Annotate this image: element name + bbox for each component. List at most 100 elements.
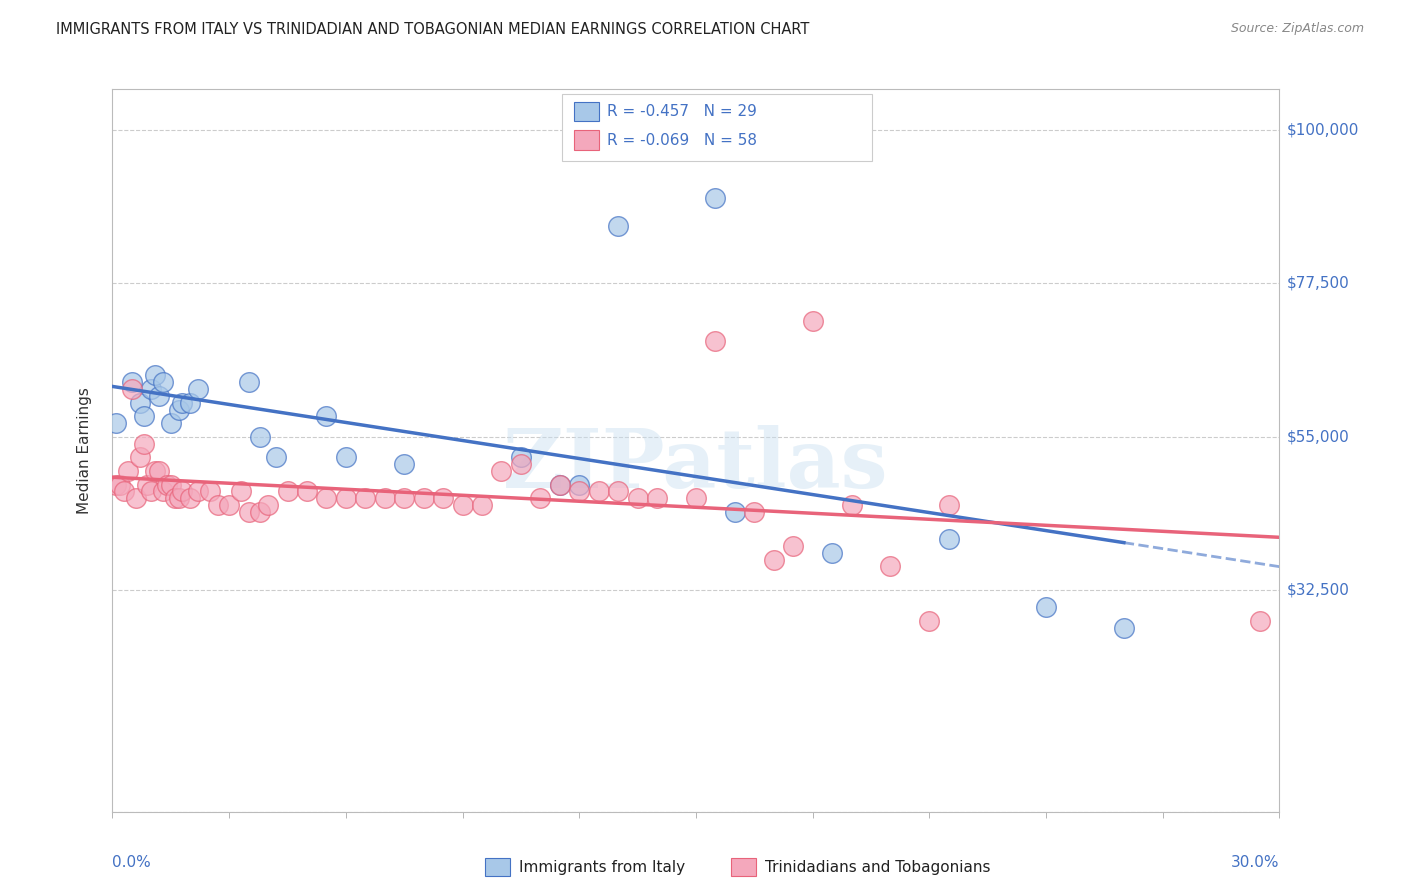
Point	[105, 416, 128, 430]
Point	[249, 505, 271, 519]
Point	[172, 396, 194, 410]
Point	[172, 484, 194, 499]
Point	[276, 484, 298, 499]
Point	[607, 484, 630, 499]
Point	[394, 457, 416, 471]
Point	[704, 334, 727, 349]
Point	[841, 498, 863, 512]
Point	[1249, 614, 1271, 628]
Point	[451, 498, 474, 512]
Point	[141, 484, 163, 499]
Text: Trinidadians and Tobagonians: Trinidadians and Tobagonians	[765, 860, 990, 874]
Point	[132, 409, 155, 424]
Point	[938, 498, 960, 512]
Point	[568, 484, 591, 499]
Point	[143, 368, 166, 383]
Point	[801, 314, 824, 328]
Point	[167, 402, 190, 417]
Text: $100,000: $100,000	[1286, 122, 1358, 137]
Point	[568, 477, 591, 491]
Point	[704, 191, 727, 205]
Text: $32,500: $32,500	[1286, 582, 1350, 598]
Point	[588, 484, 610, 499]
Point	[607, 219, 630, 233]
Point	[160, 477, 183, 491]
Point	[471, 498, 494, 512]
Point	[110, 477, 132, 491]
Text: Source: ZipAtlas.com: Source: ZipAtlas.com	[1230, 22, 1364, 36]
Point	[143, 464, 166, 478]
Text: 0.0%: 0.0%	[112, 855, 152, 870]
Point	[394, 491, 416, 505]
Point	[207, 498, 229, 512]
Point	[315, 491, 337, 505]
Point	[724, 505, 747, 519]
Point	[112, 484, 135, 499]
Point	[1112, 621, 1135, 635]
Point	[238, 376, 260, 390]
Point	[762, 552, 785, 566]
Text: $55,000: $55,000	[1286, 429, 1350, 444]
Point	[179, 396, 201, 410]
Text: $77,500: $77,500	[1286, 276, 1350, 291]
Point	[1035, 600, 1057, 615]
Point	[198, 484, 221, 499]
Text: IMMIGRANTS FROM ITALY VS TRINIDADIAN AND TOBAGONIAN MEDIAN EARNINGS CORRELATION : IMMIGRANTS FROM ITALY VS TRINIDADIAN AND…	[56, 22, 810, 37]
Point	[295, 484, 318, 499]
Point	[354, 491, 377, 505]
Point	[128, 450, 150, 465]
Point	[121, 376, 143, 390]
Point	[918, 614, 941, 628]
Point	[645, 491, 668, 505]
Point	[548, 477, 571, 491]
Point	[160, 416, 183, 430]
Point	[148, 389, 170, 403]
Point	[821, 546, 844, 560]
Point	[315, 409, 337, 424]
Point	[685, 491, 707, 505]
Point	[136, 477, 159, 491]
Point	[879, 559, 901, 574]
Point	[509, 450, 531, 465]
Point	[229, 484, 252, 499]
Point	[548, 477, 571, 491]
Point	[744, 505, 766, 519]
Point	[782, 539, 804, 553]
Point	[264, 450, 287, 465]
Point	[249, 430, 271, 444]
Point	[187, 484, 209, 499]
Point	[509, 457, 531, 471]
Y-axis label: Median Earnings: Median Earnings	[77, 387, 91, 514]
Point	[257, 498, 280, 512]
Point	[117, 464, 139, 478]
Point	[148, 464, 170, 478]
Point	[374, 491, 396, 505]
Point	[121, 382, 143, 396]
Point	[432, 491, 454, 505]
Point	[938, 532, 960, 546]
Text: 30.0%: 30.0%	[1232, 855, 1279, 870]
Point	[128, 396, 150, 410]
Point	[238, 505, 260, 519]
Point	[335, 491, 357, 505]
Text: R = -0.457   N = 29: R = -0.457 N = 29	[607, 104, 758, 119]
Text: R = -0.069   N = 58: R = -0.069 N = 58	[607, 133, 758, 147]
Point	[187, 382, 209, 396]
Point	[156, 477, 179, 491]
Point	[412, 491, 434, 505]
Point	[218, 498, 240, 512]
Point	[335, 450, 357, 465]
Point	[163, 491, 186, 505]
Point	[627, 491, 650, 505]
Text: Immigrants from Italy: Immigrants from Italy	[519, 860, 685, 874]
Point	[105, 477, 128, 491]
Text: ZIPatlas: ZIPatlas	[503, 425, 889, 505]
Point	[152, 376, 174, 390]
Point	[125, 491, 148, 505]
Point	[152, 484, 174, 499]
Point	[132, 436, 155, 450]
Point	[179, 491, 201, 505]
Point	[529, 491, 551, 505]
Point	[491, 464, 513, 478]
Point	[167, 491, 190, 505]
